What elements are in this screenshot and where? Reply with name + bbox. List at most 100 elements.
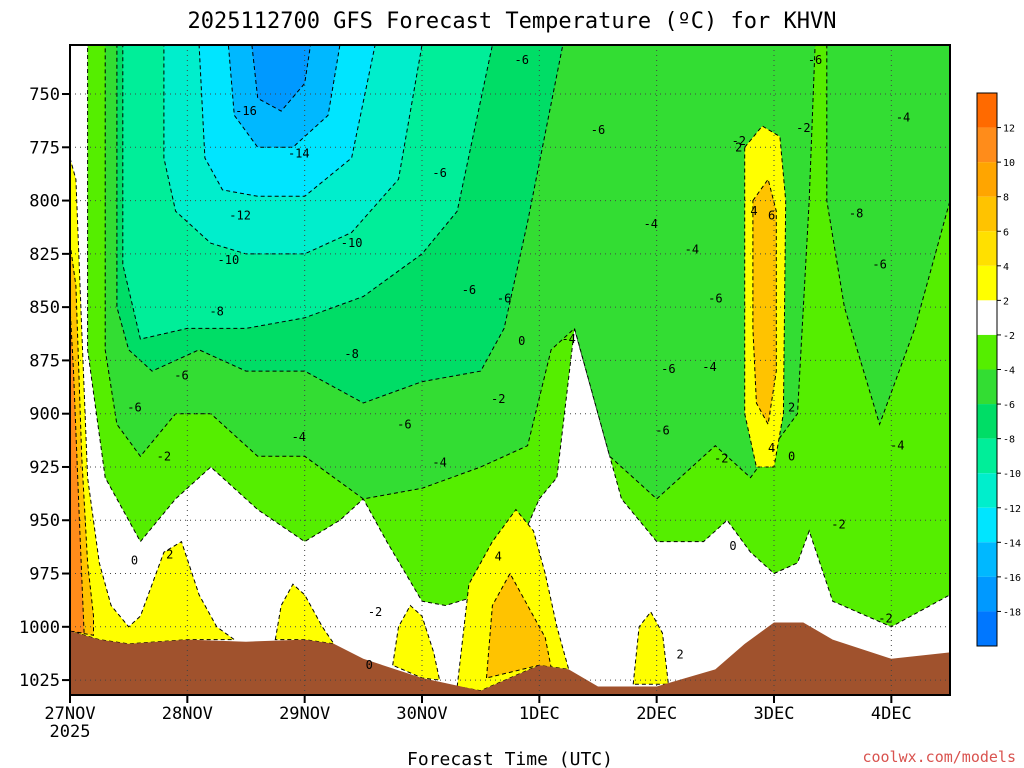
contour-label-36: -2	[878, 611, 892, 625]
contour-label-22: -4	[432, 456, 446, 470]
contour-label-40: 0	[729, 539, 736, 553]
contour-label-1: -14	[288, 147, 310, 161]
contour-label-6: -8	[344, 347, 358, 361]
colorbar-label-2: 8	[1003, 193, 1009, 204]
contour-label-42: 2	[166, 547, 173, 561]
colorbar-label-1: 10	[1003, 158, 1015, 169]
plot-area: -16 -14 -12 -10 -10 -8 -8 -8 -6 -6 -6 -6 -6 -6 -6 -6 -6 -…	[69, 44, 951, 696]
plot-frame	[69, 44, 951, 696]
y-tick-label-5: 875	[29, 351, 60, 371]
colorbar-label-6: -2	[1003, 331, 1015, 342]
x-tick-label-1: 28NOV	[162, 704, 213, 724]
y-tick-label-7: 925	[29, 458, 60, 478]
contour-label-19: -6	[808, 53, 822, 67]
chart-title: 2025112700 GFS Forecast Temperature (ºC)…	[187, 9, 836, 34]
y-tick-label-11: 1025	[19, 671, 60, 691]
colorbar-label-10: -10	[1003, 469, 1021, 480]
contour-label-12: -6	[462, 283, 476, 297]
colorbar-swatch-7	[977, 334, 997, 370]
contour-label-16: -6	[661, 362, 675, 376]
x-tick-label-0: 27NOV	[44, 704, 95, 724]
colorbar-label-3: 6	[1003, 227, 1009, 238]
contour-labels: -16 -14 -12 -10 -10 -8 -8 -8 -6 -6 -6 -6 -6 -6 -6 -6 -6 -…	[127, 53, 910, 672]
contour-label-44: 2	[788, 400, 795, 414]
x-tick-label-3: 30NOV	[396, 704, 447, 724]
colorbar-label-4: 4	[1003, 262, 1009, 273]
temperature-regions	[69, 44, 951, 692]
contour-label-11: -6	[432, 166, 446, 180]
contour-label-28: -4	[890, 439, 904, 453]
colorbar-swatch-10	[977, 438, 997, 474]
y-tick-label-1: 775	[29, 138, 60, 158]
contour-label-49: 6	[768, 208, 775, 222]
temperature-region-16	[632, 610, 669, 685]
contour-label-37: 0	[131, 554, 138, 568]
x-tick-label-7: 4DEC	[871, 704, 912, 724]
contour-label-17: -6	[655, 424, 669, 438]
colorbar-label-14: -18	[1003, 607, 1021, 618]
colorbar-label-5: 2	[1003, 296, 1009, 307]
contour-label-4: -10	[341, 236, 363, 250]
contour-label-9: -6	[174, 368, 188, 382]
contour-label-0: -16	[235, 104, 257, 118]
contour-label-24: -4	[644, 217, 658, 231]
contour-label-25: -4	[685, 243, 699, 257]
contour-label-20: -6	[872, 258, 886, 272]
contour-label-33: -2	[732, 134, 746, 148]
contour-label-30: -2	[368, 605, 382, 619]
contour-label-47: 4	[750, 204, 757, 218]
colorbar-label-8: -6	[1003, 400, 1015, 411]
colorbar-label-13: -16	[1003, 573, 1021, 584]
x-tick-sublabel-0: 2025	[50, 722, 91, 742]
y-axis: 750 775 800 825 850 875 900 925 950 975 1000 1025	[19, 85, 70, 691]
contour-label-35: -2	[831, 518, 845, 532]
y-tick-label-2: 800	[29, 192, 60, 212]
contour-label-2: -12	[229, 208, 251, 222]
colorbar-swatch-9	[977, 404, 997, 439]
x-axis-label: Forecast Time (UTC)	[407, 749, 613, 768]
terrain-layer	[70, 622, 950, 695]
contour-label-21: -4	[292, 430, 306, 444]
colorbar-label-12: -14	[1003, 538, 1021, 549]
contour-label-14: -6	[515, 53, 529, 67]
contour-label-10: -6	[397, 417, 411, 431]
contour-label-45: 2	[735, 140, 742, 154]
contour-label-38: 0	[366, 658, 373, 672]
credit-text: coolwx.com/models	[862, 748, 1016, 766]
contour-label-46: 4	[495, 549, 502, 563]
contour-label-27: -4	[896, 110, 910, 124]
y-tick-label-10: 1000	[19, 618, 60, 638]
contour-label-43: 2	[677, 648, 684, 662]
x-tick-label-4: 1DEC	[519, 704, 560, 724]
colorbar-swatch-2	[977, 162, 997, 197]
contour-label-34: -2	[796, 121, 810, 135]
colorbar-swatch-12	[977, 507, 997, 543]
contour-label-26: -4	[702, 360, 716, 374]
colorbar-swatch-6	[977, 300, 997, 335]
colorbar-swatch-4	[977, 231, 997, 266]
contour-label-31: -2	[491, 392, 505, 406]
contour-label-48: 4	[768, 441, 775, 455]
colorbar-swatch-14	[977, 576, 997, 612]
colorbar-swatch-15	[977, 611, 997, 646]
x-tick-label-5: 2DEC	[636, 704, 677, 724]
contour-label-32: -2	[714, 451, 728, 465]
y-tick-label-3: 825	[29, 245, 60, 265]
temperature-region-15	[485, 572, 552, 679]
colorbar-label-0: 12	[1003, 124, 1015, 135]
contour-label-5: -8	[209, 304, 223, 318]
colorbar-swatch-5	[977, 265, 997, 301]
x-tick-label-6: 3DEC	[754, 704, 795, 724]
contour-label-8: -6	[127, 400, 141, 414]
temperature-region-13	[392, 604, 441, 681]
contour-label-18: -6	[708, 292, 722, 306]
temperature-region-8	[251, 44, 312, 112]
y-tick-label-0: 750	[29, 85, 60, 105]
y-tick-label-4: 850	[29, 298, 60, 318]
contour-label-39: 0	[518, 334, 525, 348]
colorbar-swatch-13	[977, 542, 997, 577]
colorbar-swatch-3	[977, 196, 997, 232]
y-tick-label-9: 975	[29, 565, 60, 585]
colorbar-label-9: -8	[1003, 435, 1015, 446]
